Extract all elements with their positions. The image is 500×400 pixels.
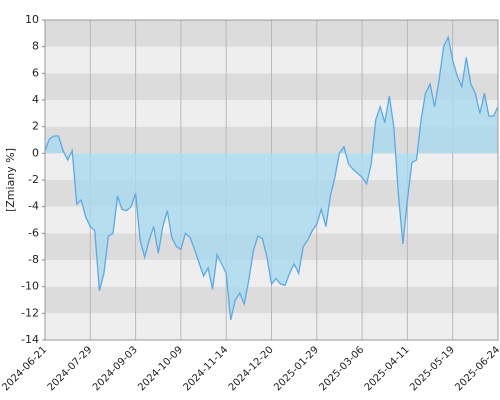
y-tick-label: -14 <box>21 333 39 346</box>
x-tick-label: 2025-06-24 <box>453 344 500 393</box>
plot-frame <box>44 19 499 341</box>
x-tick-label: 2024-07-29 <box>46 344 95 393</box>
y-axis-label: [Zmiany %] <box>4 148 17 212</box>
y-tick-label: -2 <box>28 173 39 186</box>
x-tick-label: 2024-12-20 <box>227 344 276 393</box>
y-tick-label: 4 <box>32 93 39 106</box>
x-tick-label: 2025-03-06 <box>317 344 366 393</box>
y-tick-label: 2 <box>32 120 39 133</box>
y-tick-label: -10 <box>21 280 39 293</box>
x-tick-label: 2024-10-09 <box>136 344 185 393</box>
x-tick-label: 2024-11-14 <box>182 344 231 393</box>
x-tick-label: 2024-06-21 <box>0 344 49 393</box>
y-tick-label: 8 <box>32 40 39 53</box>
x-tick-label: 2024-09-03 <box>91 344 140 393</box>
y-tick-label: -8 <box>28 253 39 266</box>
y-tick-label: -4 <box>28 200 39 213</box>
line <box>44 35 499 321</box>
y-tick-label: 0 <box>32 146 39 159</box>
x-tick-label: 2025-01-29 <box>272 344 321 393</box>
y-tick-label: -6 <box>28 226 39 239</box>
x-tick-label: 2025-04-11 <box>363 344 412 393</box>
y-tick-label: 6 <box>32 66 39 79</box>
y-tick-label: -12 <box>21 306 39 319</box>
x-tick-label: 2025-05-19 <box>408 344 457 393</box>
y-tick-label: 10 <box>25 13 39 26</box>
